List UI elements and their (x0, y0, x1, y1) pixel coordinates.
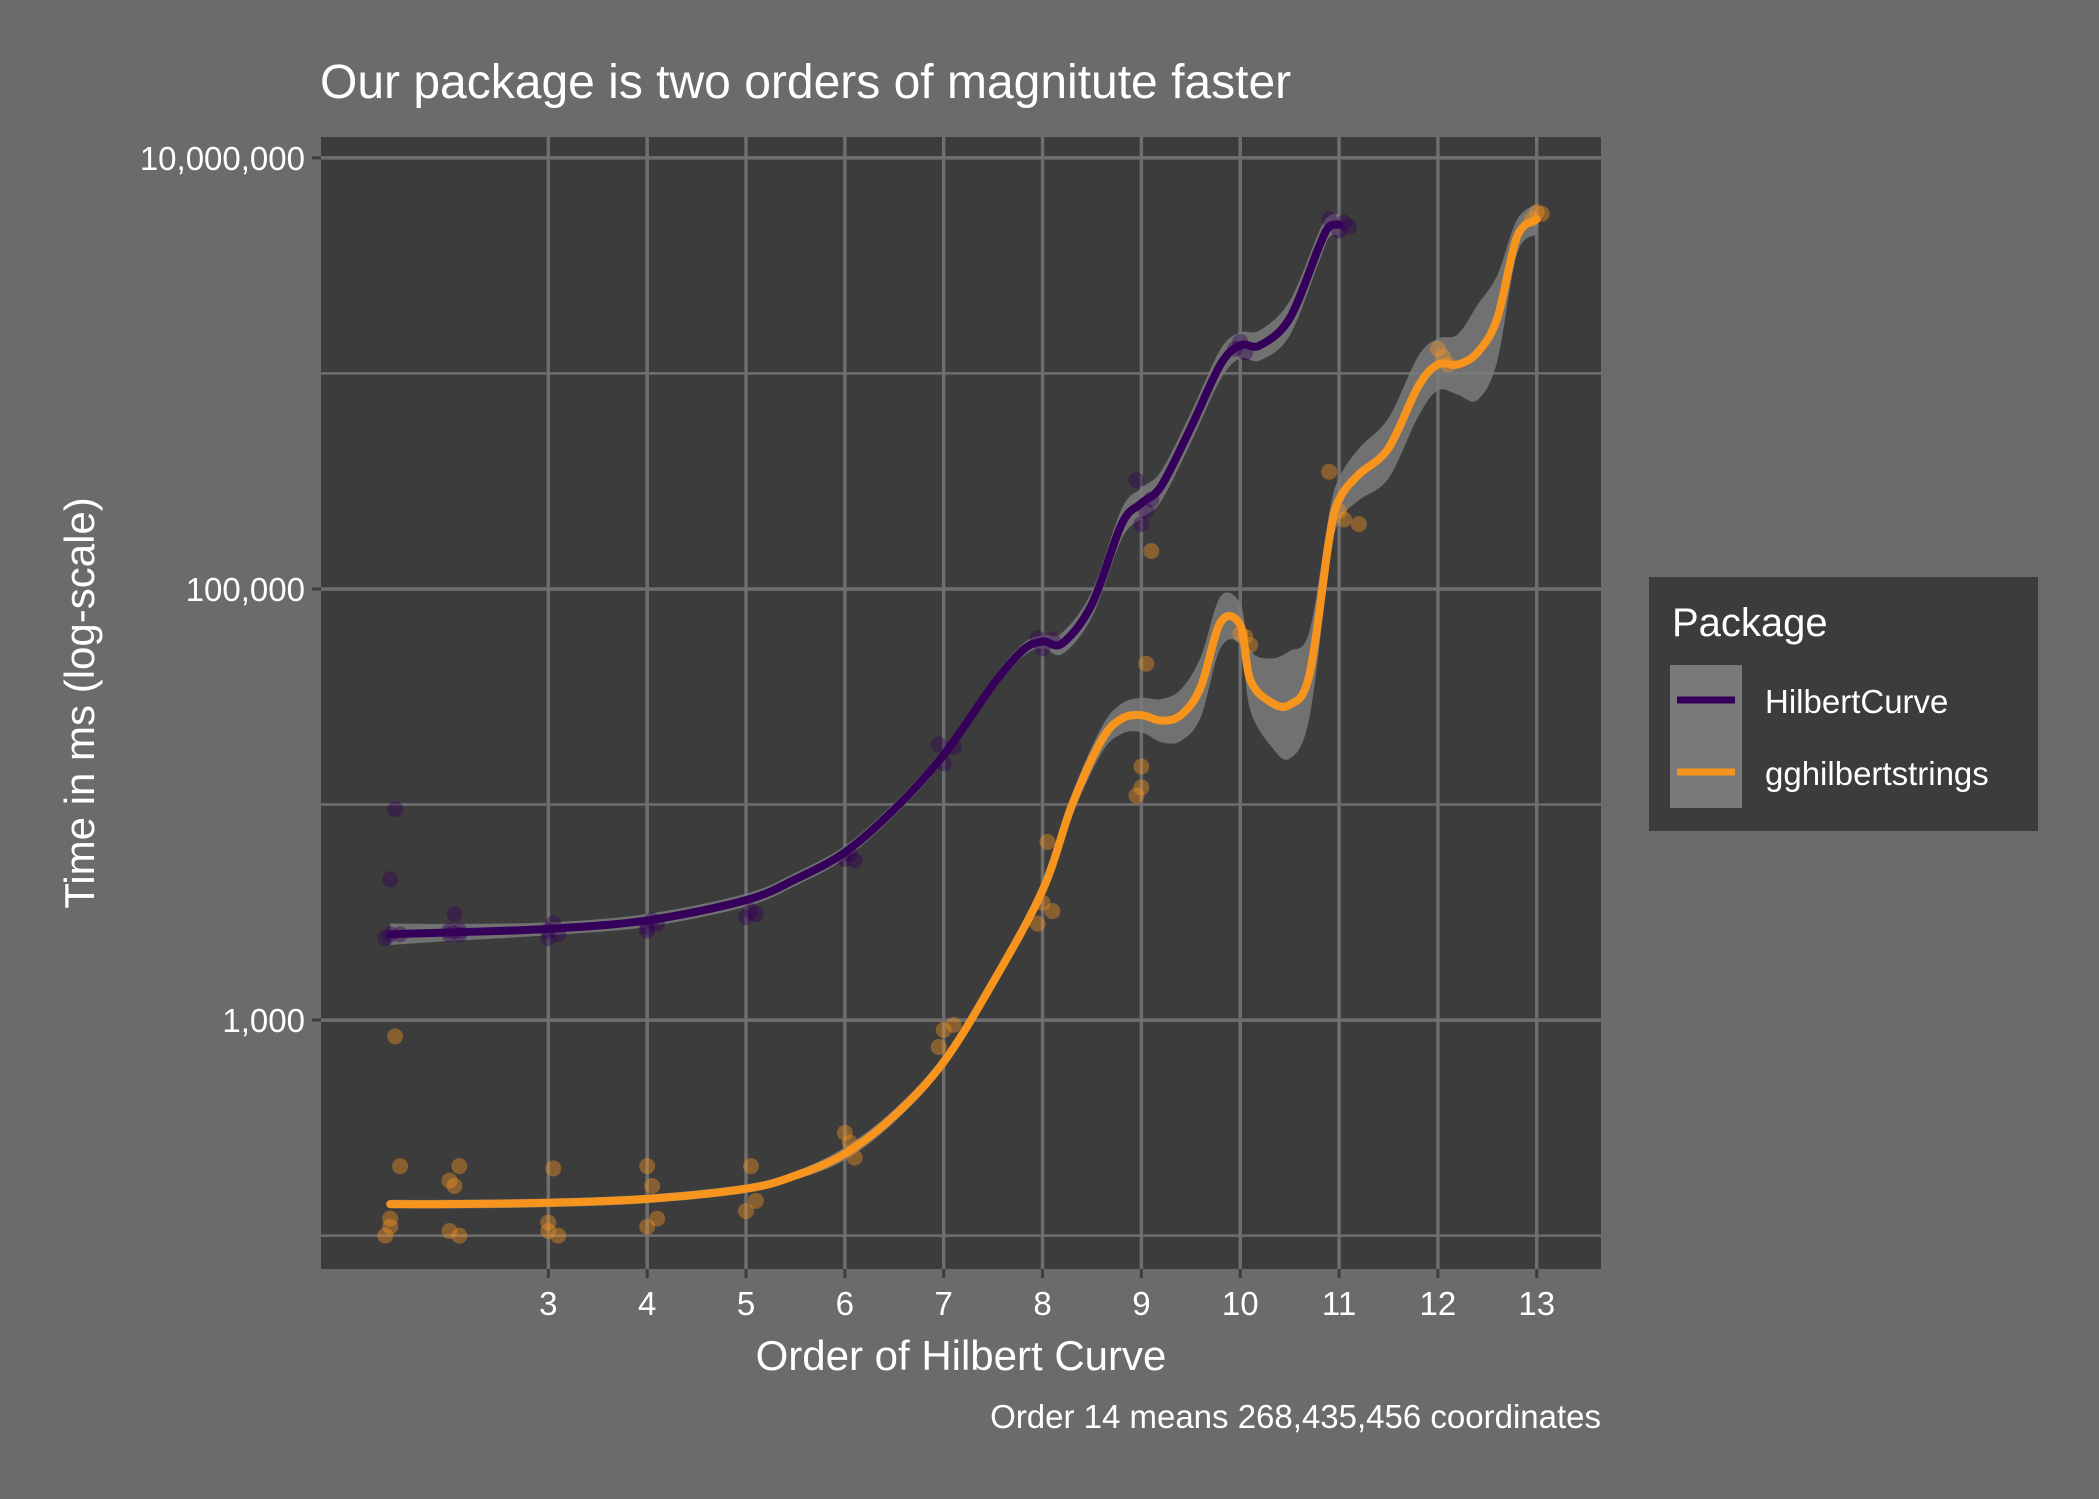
legend-label-hilbertcurve: HilbertCurve (1765, 683, 1948, 720)
x-tick-label: 8 (1033, 1285, 1051, 1322)
point-gghilbertstrings (1429, 340, 1446, 357)
point-gghilbertstrings (540, 1223, 557, 1240)
point-gghilbertstrings (930, 1038, 947, 1055)
point-gghilbertstrings (382, 1210, 399, 1227)
y-axis: 1,000 100,000 10,000,000 (140, 140, 321, 1039)
point-hilbertcurve (1128, 472, 1145, 489)
legend-key-bg (1670, 665, 1742, 808)
point-gghilbertstrings (1321, 463, 1338, 480)
point-gghilbertstrings (649, 1210, 666, 1227)
point-gghilbertstrings (1044, 903, 1061, 920)
point-gghilbertstrings (1528, 204, 1545, 221)
point-gghilbertstrings (1128, 787, 1145, 804)
point-gghilbertstrings (545, 1160, 562, 1177)
point-gghilbertstrings (742, 1158, 759, 1175)
point-gghilbertstrings (639, 1218, 656, 1235)
point-gghilbertstrings (945, 1016, 962, 1033)
x-tick-label: 3 (539, 1285, 557, 1322)
x-tick-label: 4 (638, 1285, 656, 1322)
y-axis-label: Time in ms (log-scale) (56, 497, 103, 909)
point-hilbertcurve (446, 906, 463, 923)
raw-points (377, 204, 1550, 1244)
x-tick-label: 10 (1222, 1285, 1259, 1322)
y-tick-label: 10,000,000 (140, 140, 305, 177)
grid-lines (321, 137, 1601, 1269)
x-tick-label: 7 (935, 1285, 953, 1322)
line-hilbertcurve (386, 220, 1344, 939)
point-gghilbertstrings (1039, 834, 1056, 851)
legend-label-gghilbertstrings: gghilbertstrings (1765, 755, 1989, 792)
x-axis: 3 4 5 6 7 8 9 10 11 12 13 (539, 1269, 1555, 1322)
point-hilbertcurve (540, 930, 557, 947)
point-hilbertcurve (387, 801, 404, 818)
point-hilbertcurve (738, 909, 755, 926)
point-hilbertcurve (639, 922, 656, 939)
point-hilbertcurve (1133, 516, 1150, 533)
legend: Package HilbertCurve gghilbertstrings (1649, 577, 2038, 831)
point-hilbertcurve (1340, 218, 1357, 235)
legend-title: Package (1672, 601, 1828, 645)
chart-caption: Order 14 means 268,435,456 coordinates (990, 1398, 1601, 1435)
point-gghilbertstrings (387, 1028, 404, 1045)
point-gghilbertstrings (1029, 915, 1046, 932)
point-gghilbertstrings (738, 1203, 755, 1220)
point-gghilbertstrings (836, 1124, 853, 1141)
point-gghilbertstrings (441, 1172, 458, 1189)
x-tick-label: 11 (1322, 1285, 1356, 1322)
point-gghilbertstrings (451, 1227, 468, 1244)
x-tick-label: 12 (1420, 1285, 1457, 1322)
point-gghilbertstrings (639, 1158, 656, 1175)
point-gghilbertstrings (747, 1192, 764, 1209)
point-gghilbertstrings (446, 1177, 463, 1194)
line-gghilbertstrings (386, 215, 1541, 1209)
point-gghilbertstrings (550, 1227, 567, 1244)
y-tick-label: 100,000 (186, 571, 305, 608)
x-tick-label: 9 (1132, 1285, 1150, 1322)
plot-panel (321, 137, 1601, 1269)
point-gghilbertstrings (1138, 655, 1155, 672)
point-gghilbertstrings (1133, 779, 1150, 796)
point-gghilbertstrings (377, 1227, 394, 1244)
smoothed-lines (386, 215, 1541, 1209)
point-gghilbertstrings (540, 1214, 557, 1231)
x-axis-label: Order of Hilbert Curve (756, 1332, 1167, 1379)
confidence-ribbons (390, 204, 1537, 1209)
ribbon-gghilbertstrings (390, 204, 1537, 1209)
point-hilbertcurve (846, 852, 863, 869)
point-hilbertcurve (930, 736, 947, 753)
point-gghilbertstrings (935, 1021, 952, 1038)
x-tick-label: 6 (836, 1285, 854, 1322)
point-gghilbertstrings (451, 1158, 468, 1175)
point-hilbertcurve (382, 871, 399, 888)
point-gghilbertstrings (1133, 758, 1150, 775)
point-hilbertcurve (742, 903, 759, 920)
y-tick-label: 1,000 (222, 1002, 305, 1039)
point-gghilbertstrings (1336, 511, 1353, 528)
point-gghilbertstrings (1350, 516, 1367, 533)
point-gghilbertstrings (392, 1158, 409, 1175)
point-gghilbertstrings (441, 1223, 458, 1240)
point-gghilbertstrings (382, 1218, 399, 1235)
point-gghilbertstrings (644, 1177, 661, 1194)
point-hilbertcurve (747, 906, 764, 923)
x-tick-label: 5 (737, 1285, 755, 1322)
x-tick-label: 13 (1518, 1285, 1555, 1322)
point-gghilbertstrings (1143, 543, 1160, 560)
chart-title: Our package is two orders of magnitute f… (320, 56, 1291, 109)
